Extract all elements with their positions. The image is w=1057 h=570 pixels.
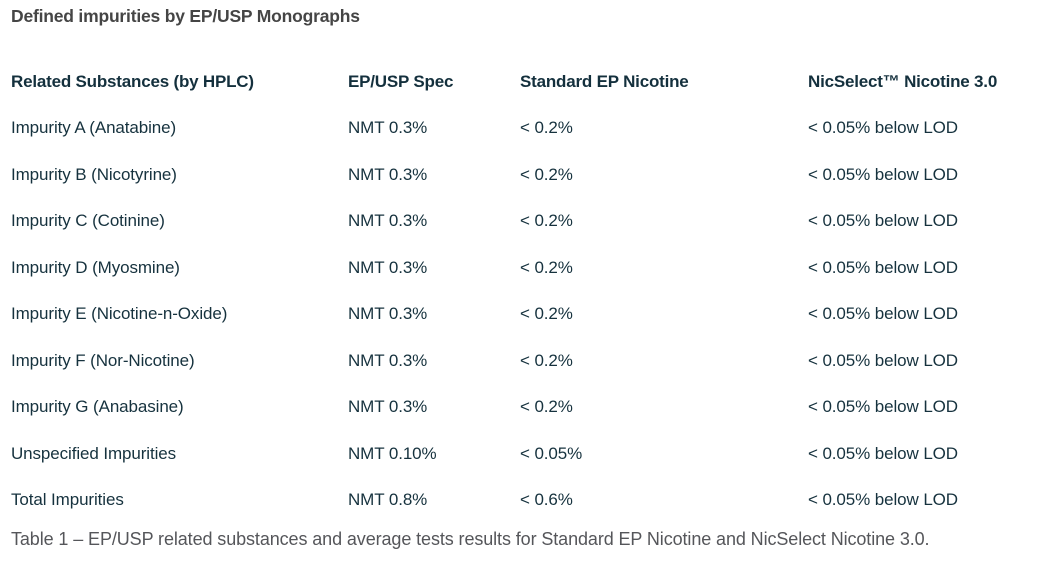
cell-substance: Impurity E (Nicotine-n-Oxide) — [11, 304, 228, 324]
cell-substance: Impurity B (Nicotyrine) — [11, 164, 177, 184]
table-row: Total Impurities NMT 0.8% < 0.6% < 0.05%… — [11, 477, 1051, 524]
cell-spec: NMT 0.3% — [348, 304, 428, 324]
table-row: Impurity D (Myosmine) NMT 0.3% < 0.2% < … — [11, 244, 1051, 291]
page-title: Defined impurities by EP/USP Monographs — [11, 6, 360, 26]
cell-standard: < 0.2% — [520, 304, 573, 324]
table-header-row: Related Substances (by HPLC) EP/USP Spec… — [11, 58, 1051, 105]
cell-nicselect: < 0.05% below LOD — [808, 397, 958, 417]
cell-nicselect: < 0.05% below LOD — [808, 118, 958, 138]
cell-spec: NMT 0.3% — [348, 350, 428, 370]
cell-nicselect: < 0.05% below LOD — [808, 164, 958, 184]
cell-spec: NMT 0.8% — [348, 490, 428, 510]
cell-standard: < 0.2% — [520, 257, 573, 277]
cell-nicselect: < 0.05% below LOD — [808, 304, 958, 324]
table-row: Impurity B (Nicotyrine) NMT 0.3% < 0.2% … — [11, 151, 1051, 198]
cell-substance: Impurity C (Cotinine) — [11, 211, 165, 231]
cell-substance: Total Impurities — [11, 490, 124, 510]
cell-spec: NMT 0.3% — [348, 164, 428, 184]
cell-standard: < 0.2% — [520, 164, 573, 184]
table-row: Impurity C (Cotinine) NMT 0.3% < 0.2% < … — [11, 198, 1051, 245]
cell-substance: Impurity F (Nor-Nicotine) — [11, 350, 195, 370]
column-header-nicselect-nicotine: NicSelect™ Nicotine 3.0 — [808, 71, 998, 91]
cell-spec: NMT 0.3% — [348, 211, 428, 231]
column-header-standard-ep-nicotine: Standard EP Nicotine — [520, 71, 689, 91]
cell-spec: NMT 0.3% — [348, 118, 428, 138]
cell-standard: < 0.6% — [520, 490, 573, 510]
cell-standard: < 0.2% — [520, 397, 573, 417]
column-header-related-substances: Related Substances (by HPLC) — [11, 71, 254, 91]
cell-nicselect: < 0.05% below LOD — [808, 350, 958, 370]
table-caption: Table 1 – EP/USP related substances and … — [11, 529, 930, 549]
cell-substance: Unspecified Impurities — [11, 443, 177, 463]
cell-nicselect: < 0.05% below LOD — [808, 257, 958, 277]
cell-standard: < 0.2% — [520, 118, 573, 138]
column-header-ep-usp-spec: EP/USP Spec — [348, 71, 454, 91]
cell-standard: < 0.2% — [520, 211, 573, 231]
table-row: Impurity A (Anatabine) NMT 0.3% < 0.2% <… — [11, 105, 1051, 152]
table-row: Impurity E (Nicotine-n-Oxide) NMT 0.3% <… — [11, 291, 1051, 338]
table-row: Impurity F (Nor-Nicotine) NMT 0.3% < 0.2… — [11, 337, 1051, 384]
cell-nicselect: < 0.05% below LOD — [808, 490, 958, 510]
cell-spec: NMT 0.3% — [348, 397, 428, 417]
cell-standard: < 0.2% — [520, 350, 573, 370]
cell-standard: < 0.05% — [520, 443, 583, 463]
cell-substance: Impurity D (Myosmine) — [11, 257, 180, 277]
impurities-table: Related Substances (by HPLC) EP/USP Spec… — [11, 58, 1051, 523]
cell-substance: Impurity A (Anatabine) — [11, 118, 177, 138]
cell-spec: NMT 0.3% — [348, 257, 428, 277]
cell-substance: Impurity G (Anabasine) — [11, 397, 184, 417]
cell-spec: NMT 0.10% — [348, 443, 437, 463]
table-row: Impurity G (Anabasine) NMT 0.3% < 0.2% <… — [11, 384, 1051, 431]
table-row: Unspecified Impurities NMT 0.10% < 0.05%… — [11, 430, 1051, 477]
cell-nicselect: < 0.05% below LOD — [808, 211, 958, 231]
cell-nicselect: < 0.05% below LOD — [808, 443, 958, 463]
